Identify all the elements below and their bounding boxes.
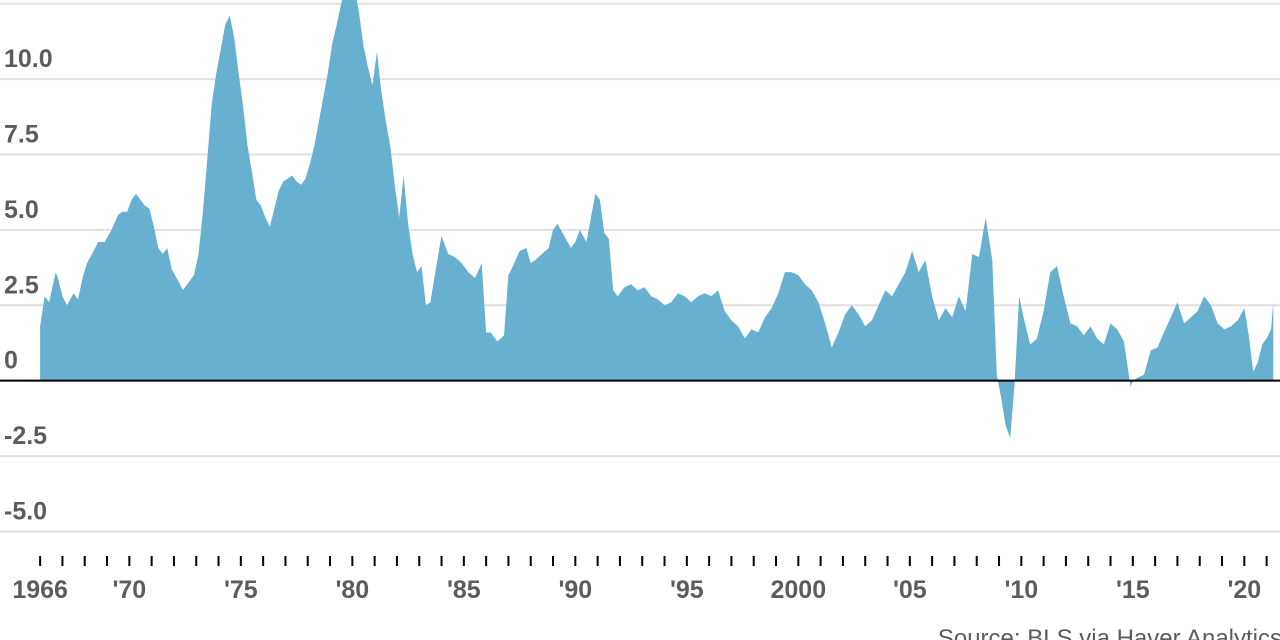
x-tick-label: '15 (1116, 576, 1150, 604)
y-tick-label: -2.5 (4, 422, 47, 450)
x-tick-label: '95 (670, 576, 704, 604)
x-tick-label: 2000 (771, 576, 827, 604)
y-tick-label: 5.0 (4, 196, 39, 224)
y-tick-label: 0 (4, 347, 18, 375)
y-tick-label: 7.5 (4, 121, 39, 149)
x-tick-label: 1966 (12, 576, 68, 604)
y-tick-label: 2.5 (4, 271, 39, 299)
gridlines (0, 2, 1280, 533)
x-tick-label: '85 (447, 576, 481, 604)
x-tick-label: '20 (1227, 576, 1261, 604)
x-tick-label: '10 (1004, 576, 1038, 604)
x-tick-label: '75 (224, 576, 258, 604)
x-tick-label: '90 (558, 576, 592, 604)
y-tick-label: -5.0 (4, 497, 47, 525)
x-tick-label: '70 (112, 576, 146, 604)
x-tick-label: '05 (893, 576, 927, 604)
y-axis-tick-labels: 12.510.07.55.02.50-2.5-5.0 (4, 45, 53, 525)
series-area (40, 0, 1274, 438)
y-tick-label: 10.0 (4, 45, 53, 73)
x-tick-label: '80 (335, 576, 369, 604)
x-axis: 1966 '70 '75 '80 '85 '90 '95 2000 '05 '10 '15 '20 (12, 556, 1268, 604)
source-note: Source: BLS via Haver Analytics (938, 625, 1280, 640)
